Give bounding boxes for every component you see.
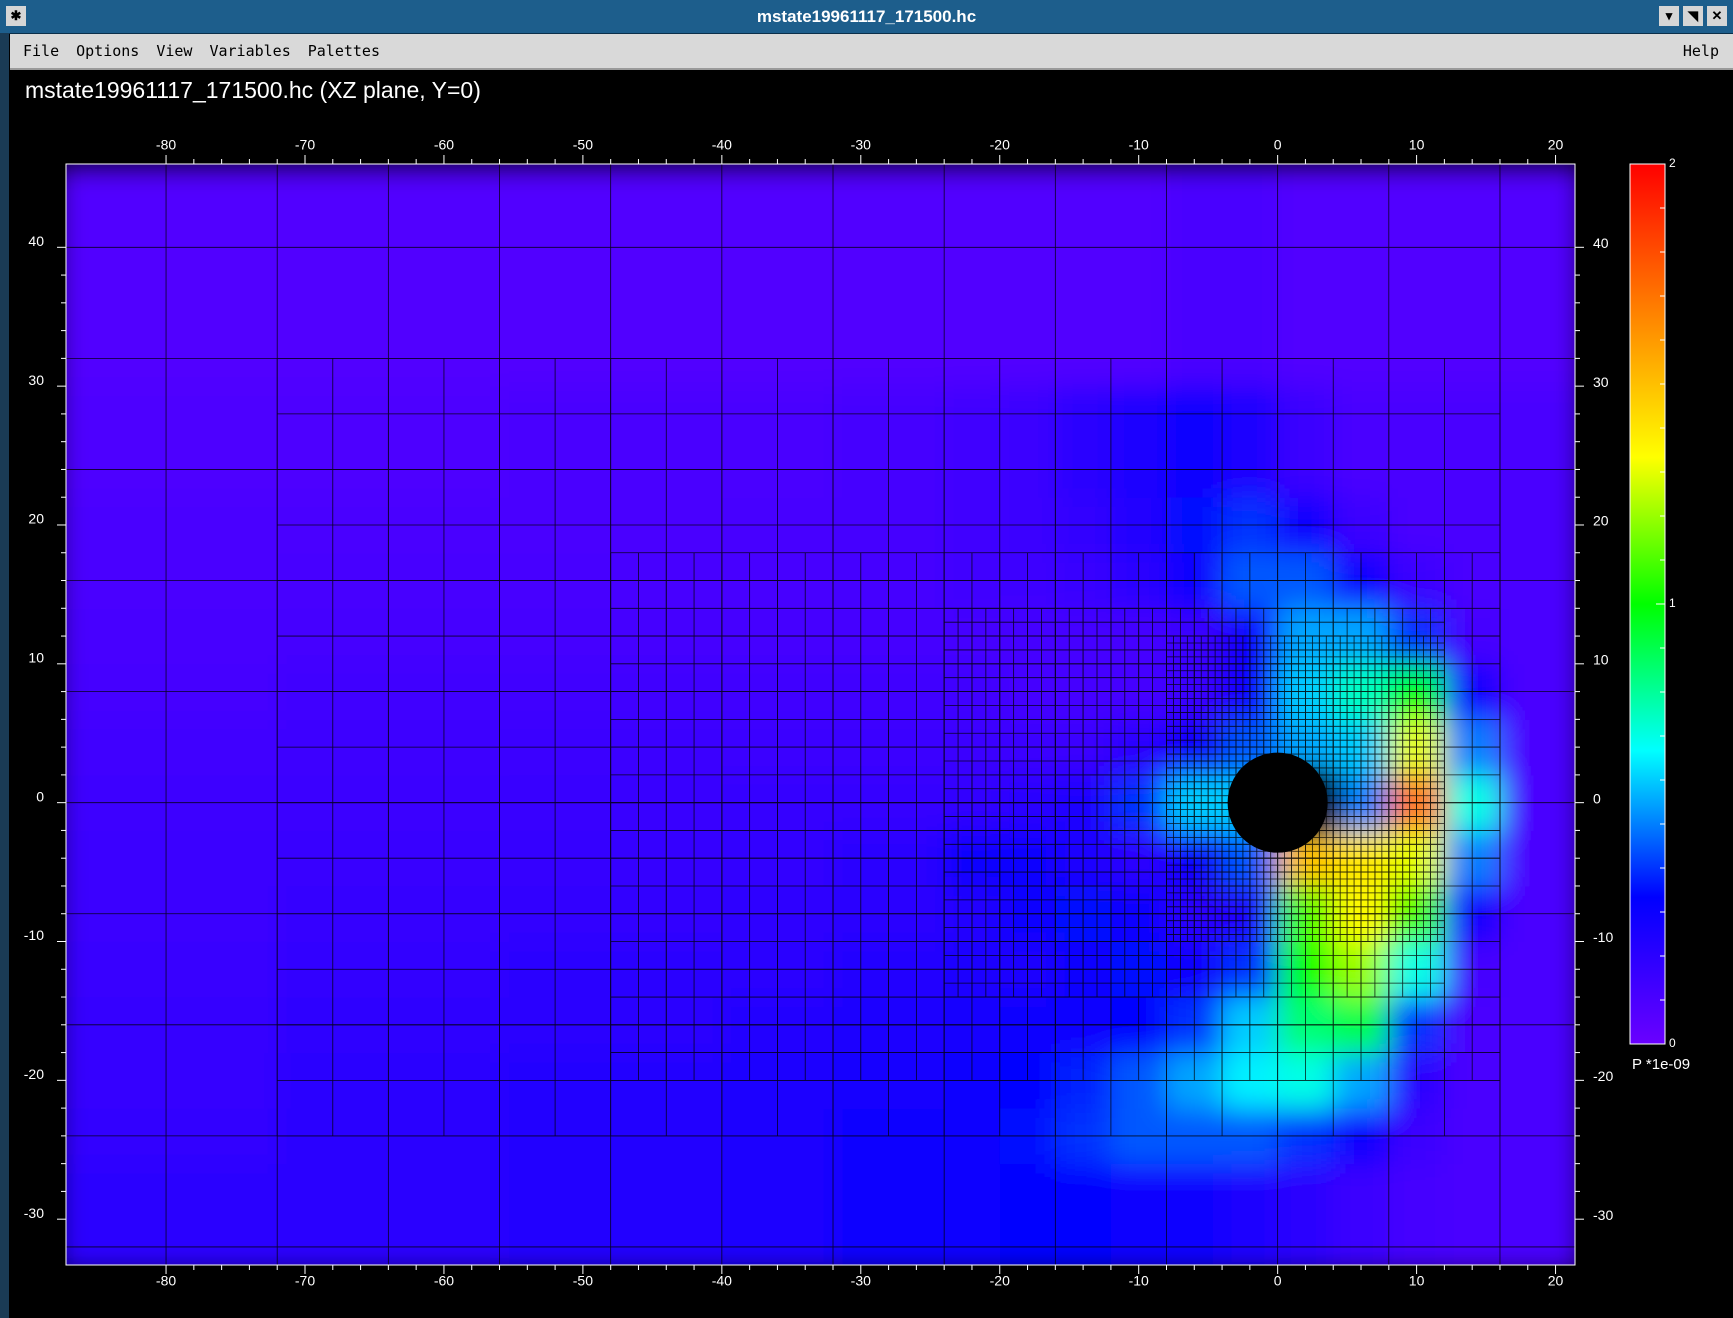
colorbar-label: P *1e-09: [1632, 1056, 1690, 1073]
x-tick-label: 10: [1409, 137, 1425, 153]
heatmap-cell: [1389, 386, 1445, 498]
heatmap-cell: [1000, 164, 1056, 387]
x-tick-label: -80: [156, 1273, 176, 1289]
heatmap-cell: [1166, 1164, 1222, 1276]
y-tick-label: 40: [28, 233, 44, 249]
heatmap-cell: [1166, 164, 1222, 387]
heatmap-cell: [1500, 830, 1584, 886]
heatmap-cell: [1166, 386, 1222, 498]
heatmap-cell: [1389, 1164, 1445, 1276]
heatmap-cell: [1500, 719, 1584, 775]
x-tick-label: -50: [573, 1273, 593, 1289]
app-window: ✱ mstate19961117_171500.hc ▾ ◥ ✕ FileOpt…: [0, 0, 1733, 1318]
heatmap-cell: [1222, 386, 1278, 498]
heatmap-cell: [944, 164, 1000, 387]
heatmap-cell: [1500, 164, 1584, 387]
colorbar-tick-label: 0: [1669, 1036, 1676, 1050]
y-tick-label: 0: [36, 788, 44, 804]
heatmap-cell: [1111, 164, 1167, 387]
x-tick-label: 0: [1274, 1273, 1282, 1289]
x-tick-label: -30: [851, 137, 871, 153]
x-tick-label: -20: [990, 1273, 1010, 1289]
x-tick-label: -50: [573, 137, 593, 153]
y-tick-label: 10: [28, 650, 44, 666]
heatmap-cell: [1333, 1164, 1389, 1276]
heatmap-cell: [833, 1164, 945, 1276]
y-tick-label: 30: [28, 372, 44, 388]
y-tick-label: -20: [1593, 1068, 1613, 1084]
x-tick-label: -60: [434, 1273, 454, 1289]
x-tick-label: 20: [1548, 1273, 1564, 1289]
heatmap-cell: [1500, 386, 1584, 498]
x-tick-label: 0: [1274, 137, 1282, 153]
heatmap-cell: [1055, 164, 1111, 387]
x-tick-label: -10: [1129, 137, 1149, 153]
heatmap-cell: [1111, 1164, 1167, 1276]
heatmap-cell: [722, 164, 834, 387]
colorbar-tick-label: 1: [1669, 596, 1676, 610]
heatmap-cell: [1000, 386, 1056, 498]
x-tick-label: -70: [295, 137, 315, 153]
heatmap-cell: [1278, 164, 1334, 387]
y-tick-label: 20: [1593, 513, 1609, 529]
heatmap-cell: [1389, 164, 1445, 387]
y-tick-label: 0: [1593, 790, 1601, 806]
heatmap-cell: [1278, 1164, 1334, 1276]
heatmap-cell: [1055, 386, 1111, 498]
y-tick-label: -30: [24, 1205, 44, 1221]
x-tick-label: -70: [295, 1273, 315, 1289]
heatmap-cell: [1278, 386, 1334, 498]
y-tick-label: 10: [1593, 652, 1609, 668]
heatmap-cell: [722, 1164, 834, 1276]
x-tick-label: -80: [156, 137, 176, 153]
heatmap-cell: [1500, 608, 1584, 664]
heatmap-cell: [1000, 1164, 1056, 1276]
heatmap-cell: [944, 1164, 1000, 1276]
heatmap-cell: [1222, 164, 1278, 387]
heatmap-cell: [833, 164, 945, 387]
planet-mask: [1228, 753, 1328, 853]
x-tick-label: -40: [712, 1273, 732, 1289]
heatmap-cell: [1333, 164, 1389, 387]
x-tick-label: -40: [712, 137, 732, 153]
y-tick-label: 20: [28, 511, 44, 527]
plot-area: mstate19961117_171500.hc (XZ plane, Y=0)…: [0, 0, 1733, 1318]
x-tick-label: 20: [1548, 137, 1564, 153]
heatmap-cell: [1500, 1164, 1584, 1276]
y-tick-label: -10: [1593, 929, 1613, 945]
y-tick-label: 30: [1593, 374, 1609, 390]
heatmap-cell: [1222, 1164, 1278, 1276]
x-tick-label: -20: [990, 137, 1010, 153]
heatmap-cell: [1444, 386, 1500, 498]
y-tick-label: 40: [1593, 235, 1609, 251]
x-tick-label: 10: [1409, 1273, 1425, 1289]
plot-title: mstate19961117_171500.hc (XZ plane, Y=0): [25, 77, 481, 103]
heatmap-cell: [1055, 1164, 1111, 1276]
heatmap-cell: [1500, 497, 1584, 553]
y-tick-label: -20: [24, 1066, 44, 1082]
heatmap-cell: [1111, 386, 1167, 498]
x-tick-label: -30: [851, 1273, 871, 1289]
y-tick-label: -10: [24, 927, 44, 943]
heatmap-cell: [1333, 386, 1389, 498]
heatmap-cell: [1500, 942, 1584, 998]
heatmap-clip: [55, 136, 1611, 1318]
x-tick-label: -10: [1129, 1273, 1149, 1289]
colorbar-tick-label: 2: [1669, 156, 1676, 170]
y-tick-label: -30: [1593, 1207, 1613, 1223]
heatmap-cell: [1444, 164, 1500, 387]
heatmap-cell: [944, 386, 1000, 498]
heatmap-cell: [1500, 1053, 1584, 1109]
heatmap-cell: [1444, 1164, 1500, 1276]
x-tick-label: -60: [434, 137, 454, 153]
